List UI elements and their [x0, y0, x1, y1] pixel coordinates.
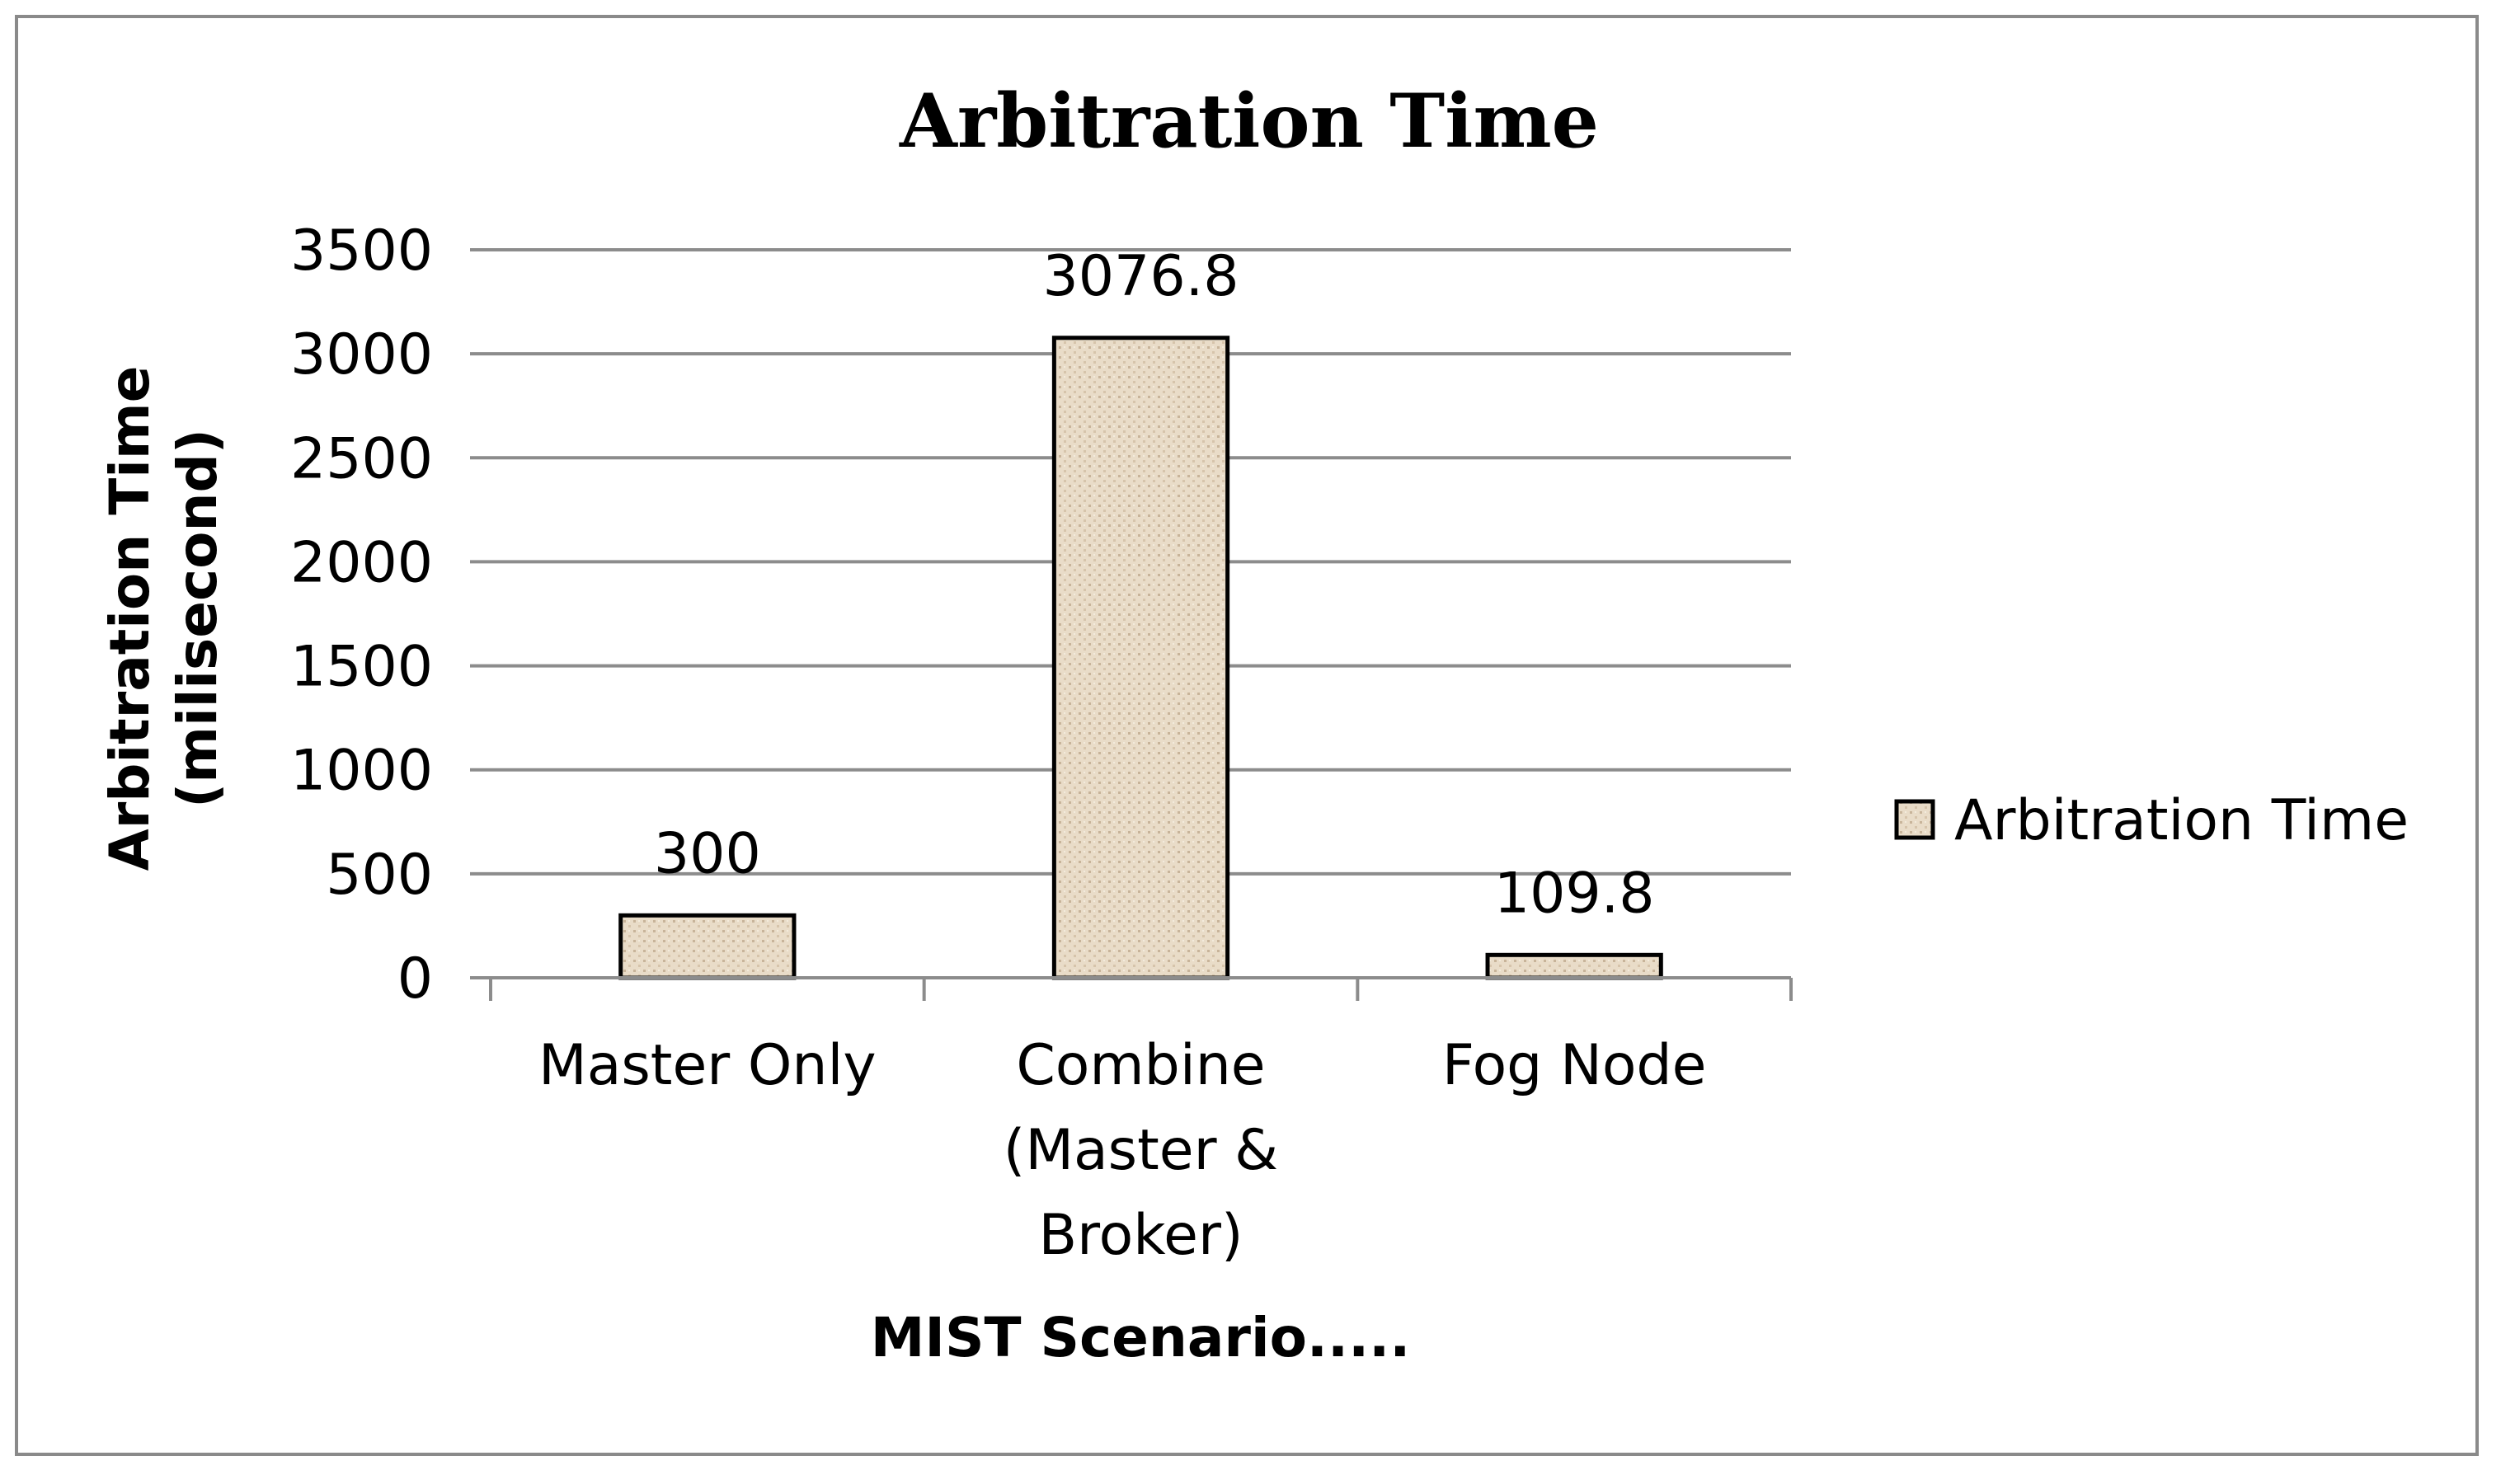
- bar: [1051, 336, 1230, 980]
- x-category-label: Master Only: [538, 1033, 877, 1098]
- y-tick-label: 1500: [290, 635, 433, 700]
- legend-swatch: [1894, 799, 1935, 840]
- x-category-label: Fog Node: [1442, 1033, 1707, 1098]
- bars: [618, 336, 1663, 980]
- x-category-label: Broker): [1039, 1203, 1243, 1268]
- y-axis-title-line-1: Arbitration Time: [98, 366, 162, 871]
- x-axis-categories: Master Only Combine (Master & Broker) Fog No…: [538, 1033, 1706, 1268]
- y-axis-title: Arbitration Time (milisecond): [98, 366, 229, 871]
- legend: Arbitration Time: [1894, 788, 2409, 853]
- chart-frame: [15, 15, 2479, 1456]
- y-tick-label: 2000: [290, 530, 433, 595]
- y-tick-label: 2500: [290, 426, 433, 491]
- data-labels: 300 3076.8 109.8: [654, 244, 1655, 927]
- y-tick-label: 0: [397, 946, 433, 1012]
- x-category-label: Combine: [1016, 1033, 1265, 1098]
- x-axis: [489, 976, 1793, 1001]
- x-category-label: (Master &: [1004, 1118, 1278, 1183]
- chart-title: Arbitration Time: [899, 77, 1599, 165]
- y-tick-label: 3500: [290, 218, 433, 284]
- data-label: 109.8: [1494, 861, 1655, 926]
- y-tick-label: 3000: [290, 322, 433, 387]
- y-axis-ticks: 0 500 1000 1500 2000 2500 3000 3500: [290, 218, 433, 1012]
- bar: [618, 913, 797, 980]
- y-axis-title-line-2: (milisecond): [166, 429, 229, 808]
- legend-label: Arbitration Time: [1954, 788, 2409, 853]
- data-label: 3076.8: [1043, 244, 1239, 309]
- y-tick-label: 1000: [290, 739, 433, 804]
- data-label: 300: [654, 821, 761, 886]
- y-tick-label: 500: [326, 843, 433, 908]
- bar: [1485, 952, 1663, 980]
- x-axis-title: MIST Scenario.....: [871, 1306, 1411, 1369]
